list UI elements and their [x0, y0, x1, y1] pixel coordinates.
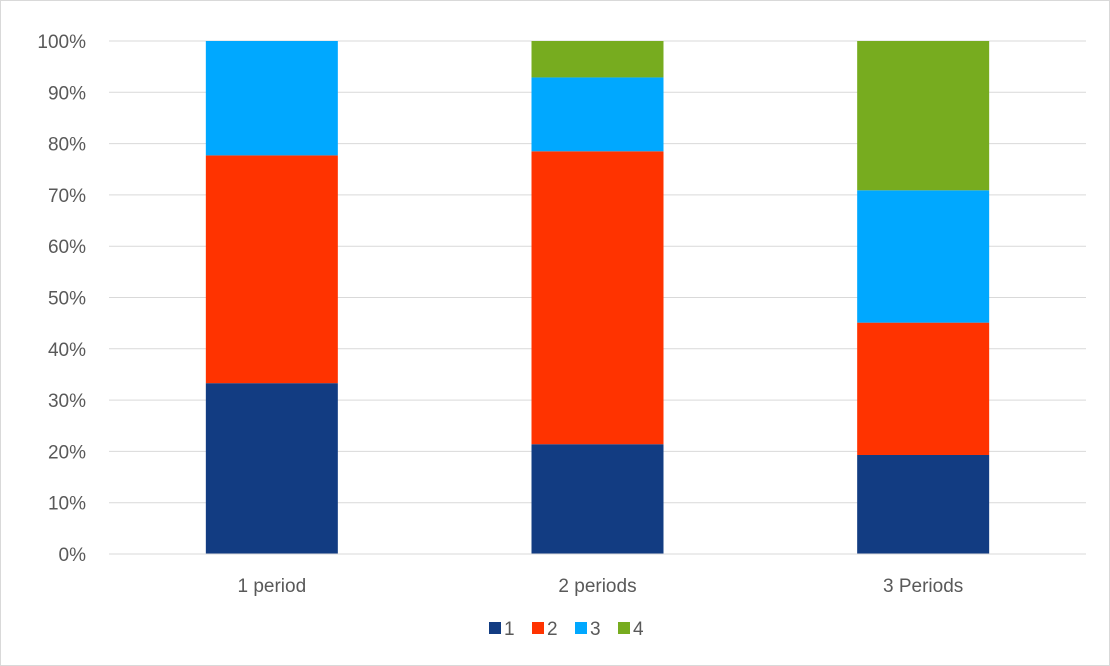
bars [205, 41, 990, 554]
bar-segment-series-1-1-period [205, 383, 338, 554]
x-tick-label: 3 Periods [883, 576, 963, 597]
legend-swatch [532, 622, 544, 634]
bar-segment-series-4-2-periods [531, 41, 664, 78]
y-tick-label: 40% [48, 340, 86, 361]
legend: 1 2 3 4 [489, 619, 644, 640]
axes: 0% 10% 20% 30% 40% 50% 60% 70% 80% 90% 100% 1 perio… [37, 32, 1086, 597]
y-tick-label: 0% [59, 545, 87, 566]
bar-segment-series-2-3-periods [857, 322, 990, 455]
y-tick-label: 10% [48, 494, 86, 515]
y-tick-label: 70% [48, 186, 86, 207]
bar-segment-series-1-3-periods [857, 454, 990, 554]
legend-swatch [575, 622, 587, 634]
legend-label: 2 [547, 619, 558, 640]
x-tick-label: 1 period [237, 576, 306, 597]
y-tick-label: 100% [37, 32, 86, 53]
y-tick-label: 30% [48, 391, 86, 412]
y-tick-label: 20% [48, 442, 86, 463]
legend-label: 4 [633, 619, 644, 640]
y-tick-label: 90% [48, 83, 86, 104]
y-tick-label: 50% [48, 289, 86, 310]
bar-segment-series-3-1-period [205, 41, 338, 156]
bar-segment-series-3-3-periods [857, 190, 990, 323]
y-tick-label: 80% [48, 135, 86, 156]
bar-segment-series-4-3-periods [857, 41, 990, 191]
legend-label: 3 [590, 619, 601, 640]
bar-segment-series-1-2-periods [531, 444, 664, 554]
bar-segment-series-2-2-periods [531, 151, 664, 445]
y-tick-label: 60% [48, 237, 86, 258]
legend-swatch [489, 622, 501, 634]
legend-label: 1 [504, 619, 515, 640]
bar-segment-series-3-2-periods [531, 77, 664, 152]
bar-segment-series-2-1-period [205, 155, 338, 384]
legend-swatch [618, 622, 630, 634]
x-tick-label: 2 periods [558, 576, 636, 597]
